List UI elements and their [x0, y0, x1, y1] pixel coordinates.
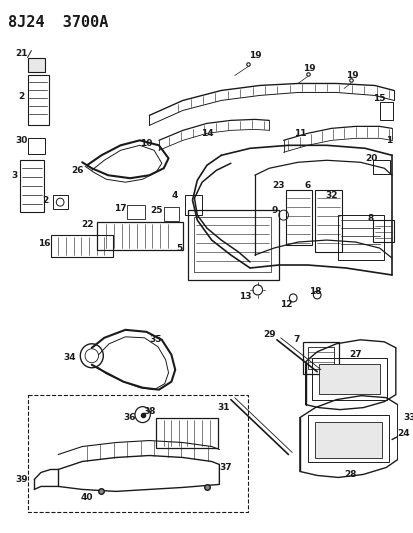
Bar: [307, 347, 334, 369]
Text: 27: 27: [349, 350, 361, 359]
Bar: [285, 190, 312, 245]
Bar: [194, 217, 271, 272]
Bar: [379, 102, 392, 120]
Bar: [302, 342, 338, 374]
Text: 3: 3: [11, 171, 17, 180]
Text: 33: 33: [402, 413, 413, 422]
Bar: [315, 422, 382, 457]
Bar: [187, 210, 278, 280]
Bar: [307, 415, 388, 463]
Text: 32: 32: [325, 191, 337, 200]
Text: 31: 31: [216, 403, 229, 412]
Text: 35: 35: [150, 335, 162, 344]
Text: 6: 6: [304, 181, 310, 190]
Bar: [372, 220, 393, 242]
Text: 10: 10: [140, 139, 152, 148]
Text: 1: 1: [385, 136, 391, 145]
Bar: [372, 160, 389, 174]
Text: 23: 23: [272, 181, 285, 190]
Bar: [337, 215, 383, 260]
Text: 18: 18: [308, 287, 321, 296]
Bar: [28, 139, 45, 154]
Text: 28: 28: [344, 470, 356, 479]
Text: 11: 11: [293, 129, 306, 138]
Text: 14: 14: [200, 129, 213, 138]
Bar: [127, 205, 144, 219]
Text: 19: 19: [346, 71, 358, 80]
Text: 7: 7: [292, 335, 299, 344]
Text: 30: 30: [16, 136, 28, 145]
Bar: [312, 358, 386, 400]
Text: 2: 2: [19, 92, 25, 101]
Text: 21: 21: [16, 49, 28, 58]
Bar: [28, 394, 247, 512]
Text: 13: 13: [238, 293, 251, 302]
Text: 20: 20: [365, 154, 377, 163]
Text: 15: 15: [373, 94, 385, 103]
Bar: [50, 235, 113, 257]
Text: 37: 37: [219, 463, 232, 472]
Text: 8J24  3700A: 8J24 3700A: [8, 15, 109, 30]
Text: 17: 17: [114, 204, 127, 213]
Text: 40: 40: [81, 493, 93, 502]
Bar: [318, 364, 380, 394]
Bar: [96, 222, 183, 250]
Text: 36: 36: [123, 413, 135, 422]
Text: 24: 24: [396, 429, 409, 438]
Text: 22: 22: [81, 220, 93, 229]
Bar: [20, 160, 44, 212]
Text: 12: 12: [280, 301, 292, 309]
Text: 16: 16: [38, 239, 50, 247]
Text: 19: 19: [302, 64, 315, 73]
Text: 39: 39: [15, 475, 28, 484]
Text: 9: 9: [271, 206, 278, 215]
Text: 8: 8: [367, 214, 373, 223]
Bar: [28, 76, 49, 125]
Text: 5: 5: [176, 244, 182, 253]
Bar: [164, 207, 179, 221]
Text: 25: 25: [150, 206, 162, 215]
Text: 38: 38: [143, 407, 155, 416]
Text: 19: 19: [248, 51, 261, 60]
Text: 34: 34: [63, 353, 76, 362]
Text: 26: 26: [71, 166, 83, 175]
Bar: [156, 417, 218, 448]
Bar: [28, 58, 45, 71]
Bar: [184, 195, 202, 215]
Bar: [53, 195, 68, 209]
Text: 29: 29: [262, 330, 275, 340]
Text: 2: 2: [43, 196, 49, 205]
Bar: [315, 190, 341, 252]
Text: 4: 4: [172, 191, 178, 200]
